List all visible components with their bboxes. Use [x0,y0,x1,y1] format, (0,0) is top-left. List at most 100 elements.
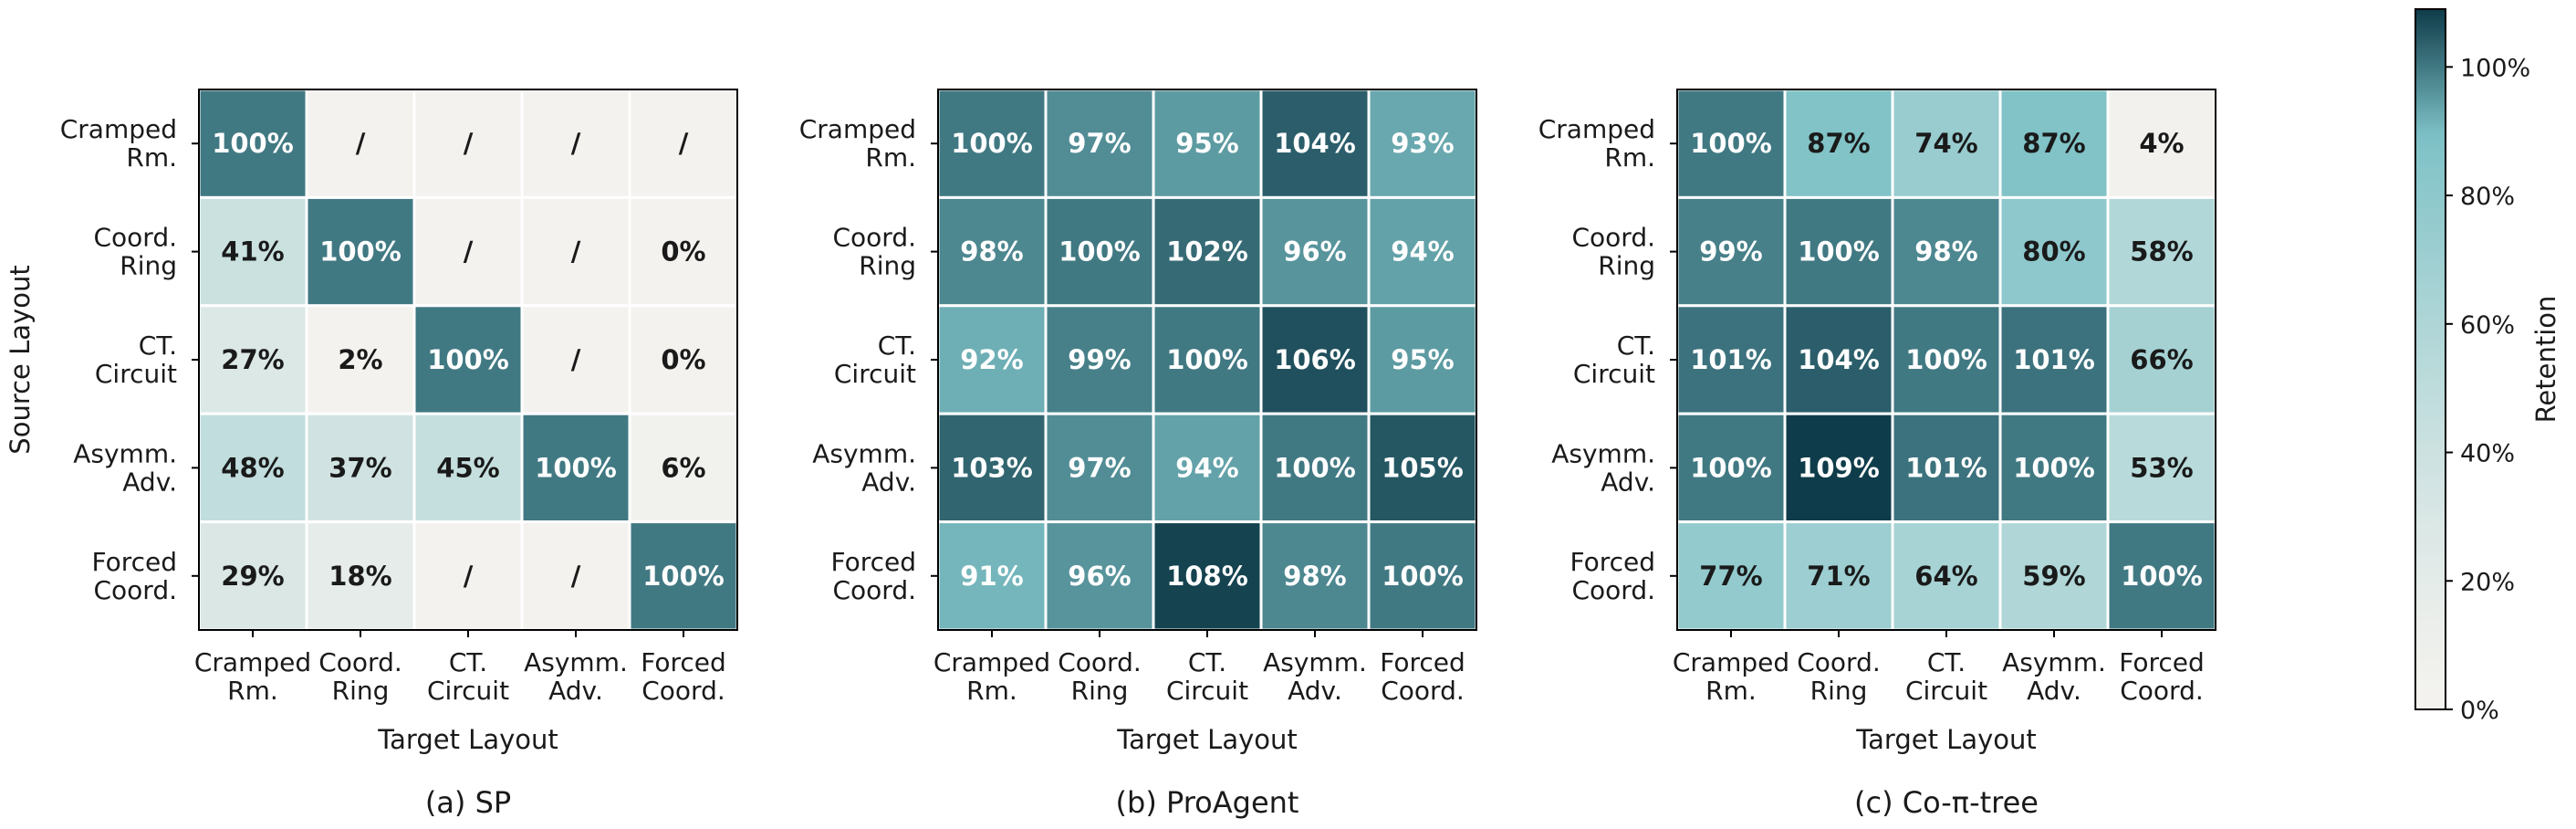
cell-value-label: 77% [1699,561,1762,592]
heatmap-cell [1675,88,1787,199]
heatmap-cell [1367,195,1478,308]
colorbar: 0% 20% 40% 60% 80% 100% Retention [2414,8,2561,725]
heatmap-cell [1044,412,1155,524]
heatmap-cell [1891,304,2002,415]
x-axis-label: Target Layout [1116,724,1298,755]
panel-caption: (c) Co-π-tree [1854,785,2039,820]
x-tick-label: Coord. Ring [318,647,402,706]
heatmap-cell [305,412,416,524]
heatmap-cell [520,304,631,415]
cell-value-label: 100% [1166,344,1248,375]
cell-value-label: / [679,128,689,159]
x-tick-label: Coord. Ring [1797,647,1881,706]
cell-value-label: 94% [1175,452,1238,483]
colorbar-tick-label: 60% [2460,311,2515,340]
cell-value-label: 0% [661,236,705,268]
y-axis-label: Source Layout [5,265,36,454]
cell-value-label: / [571,236,581,268]
cell-value-label: 4% [2139,128,2184,159]
cell-value-label: 59% [2022,561,2085,592]
y-tick-label: CT. Circuit [95,331,177,389]
cell-value-label: 0% [661,344,705,375]
cell-value-label: / [464,561,474,592]
x-tick-label: Coord. Ring [1058,647,1142,706]
heatmap-cell [1891,412,2002,524]
heatmap-cell [628,195,739,308]
heatmap-cell [520,412,631,524]
heatmap-cell [1367,304,1478,415]
heatmap-cell [1259,88,1371,199]
heatmap-cell [1152,304,1263,415]
heatmap-cell [936,520,1048,632]
heatmap-cell [2106,520,2217,632]
cell-value-label: / [571,561,581,592]
heatmap-panel-1: 100% / / / / 41% 100% / / 0% 27% 2% 100% / 0% 48% 37% 45%… [5,88,739,820]
cell-value-label: / [571,128,581,159]
colorbar-tick-label: 40% [2460,440,2515,468]
heatmap-cell [1998,412,2110,524]
cell-value-label: 96% [1068,561,1131,592]
heatmap-cell [936,195,1048,308]
heatmap-cell [1783,520,1894,632]
cell-value-label: 100% [951,128,1033,159]
cell-value-label: 87% [1807,128,1870,159]
panel-caption: (b) ProAgent [1116,785,1299,820]
heatmap-cell [305,520,416,632]
cell-value-label: 98% [960,236,1023,268]
cell-value-label: 100% [535,452,617,483]
x-axis-label: Target Layout [377,724,558,755]
y-tick-label: Asymm. Adv. [73,438,177,497]
cell-value-label: 66% [2130,344,2193,375]
cell-value-label: 101% [1690,344,1772,375]
cell-value-label: 98% [1283,561,1346,592]
x-tick-label: Asymm. Adv. [1263,647,1367,706]
cell-value-label: 104% [1798,344,1880,375]
cell-value-label: 91% [960,561,1023,592]
cell-value-label: 109% [1798,452,1880,483]
x-tick-label: Asymm. Adv. [2002,647,2106,706]
colorbar-gradient [2414,8,2446,710]
heatmap-cell [1152,520,1263,632]
x-tick-label: CT. Circuit [1905,647,1987,706]
cell-value-label: 53% [2130,452,2193,483]
cell-value-label: 100% [1798,236,1880,268]
heatmap-cell [305,88,416,199]
y-tick-label: Asymm. Adv. [812,438,916,497]
y-tick-label: Forced Coord. [830,547,916,605]
heatmap-cell [936,412,1048,524]
heatmap-cell [1891,195,2002,308]
cell-value-label: 74% [1914,128,1977,159]
x-tick-label: Asymm. Adv. [524,647,628,706]
cell-value-label: 97% [1068,452,1131,483]
y-tick-label: Cramped Rm. [799,114,916,173]
cell-value-label: 102% [1166,236,1248,268]
y-tick-label: CT. Circuit [834,331,916,389]
cell-value-label: 37% [329,452,391,483]
cell-value-label: 97% [1068,128,1131,159]
y-tick-label: Forced Coord. [1570,547,1655,605]
cell-value-label: 98% [1914,236,1977,268]
cell-value-label: 95% [1391,344,1454,375]
cell-value-label: 100% [1690,452,1772,483]
colorbar-tick-label: 80% [2460,183,2515,211]
heatmap-cell [1044,195,1155,308]
y-tick-label: Forced Coord. [91,547,177,605]
cell-value-label: 94% [1391,236,1454,268]
cell-value-label: 95% [1175,128,1238,159]
cell-value-label: 99% [1699,236,1762,268]
cell-value-label: 64% [1914,561,1977,592]
heatmap-cell [1783,195,1894,308]
cell-value-label: 71% [1807,561,1870,592]
heatmap-cell [1259,412,1371,524]
cell-value-label: 105% [1382,452,1464,483]
colorbar-tick-label: 0% [2460,697,2499,725]
cell-value-label: 104% [1274,128,1356,159]
cell-value-label: 29% [221,561,284,592]
cell-value-label: 27% [221,344,284,375]
heatmap-cell [1998,304,2110,415]
cell-value-label: 45% [436,452,499,483]
heatmap-cell [936,304,1048,415]
cell-value-label: 100% [1690,128,1772,159]
heatmap-cell [1783,304,1894,415]
